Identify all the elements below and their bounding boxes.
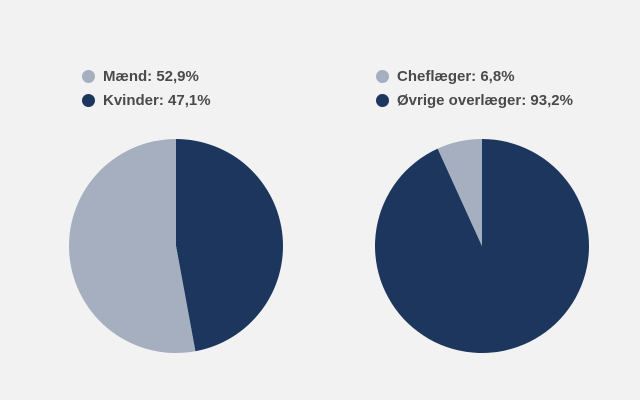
legend-item-maend: Mænd: 52,9% <box>82 64 211 88</box>
legend-label-cheflaeger: Cheflæger: 6,8% <box>397 67 515 85</box>
legend-label-oevrige: Øvrige overlæger: 93,2% <box>397 91 573 109</box>
pie-chart-gender <box>68 139 283 353</box>
legend-item-kvinder: Kvinder: 47,1% <box>82 88 211 112</box>
legend-item-oevrige: Øvrige overlæger: 93,2% <box>376 88 573 112</box>
legend-right: Cheflæger: 6,8% Øvrige overlæger: 93,2% <box>376 64 573 112</box>
legend-swatch-oevrige <box>376 93 389 107</box>
pie-position-slice-0 <box>437 139 482 246</box>
legend-left: Mænd: 52,9% Kvinder: 47,1% <box>82 64 211 112</box>
legend-label-kvinder: Kvinder: 47,1% <box>103 91 211 109</box>
pie-chart-position <box>375 139 589 353</box>
pie-gender-slice-1 <box>176 139 283 352</box>
legend-label-maend: Mænd: 52,9% <box>103 67 199 85</box>
legend-swatch-maend <box>82 69 95 83</box>
legend-item-cheflaeger: Cheflæger: 6,8% <box>376 64 573 88</box>
legend-swatch-cheflaeger <box>376 69 389 83</box>
legend-swatch-kvinder <box>82 93 95 107</box>
pie-gender-slice-0 <box>68 139 196 353</box>
